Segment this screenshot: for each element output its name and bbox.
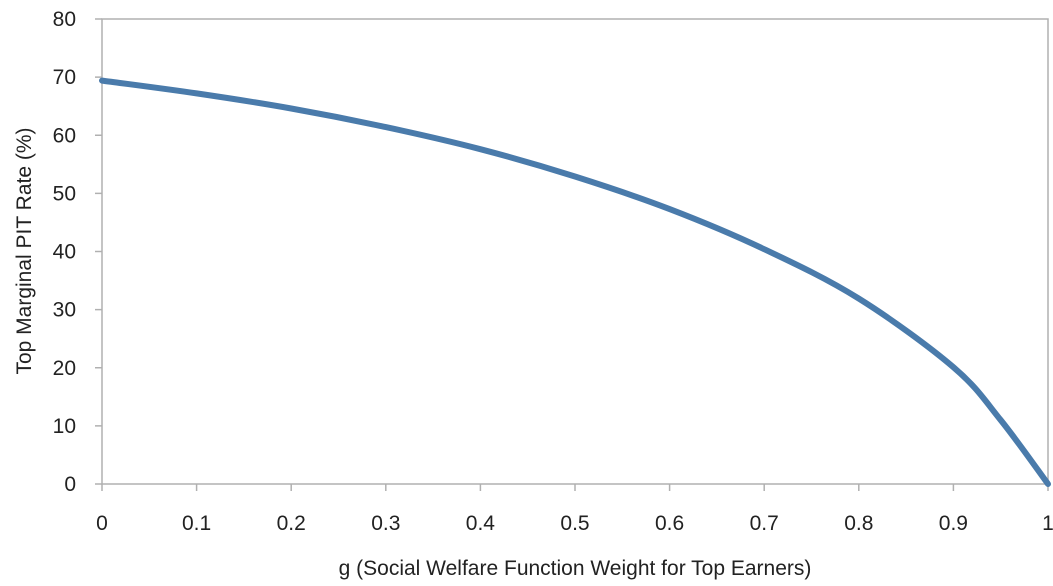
- x-tick-label: 0.6: [655, 512, 684, 535]
- x-tick-label: 0.9: [939, 512, 968, 535]
- x-tick-label: 0.5: [560, 512, 589, 535]
- y-tick-label: 80: [53, 8, 76, 31]
- y-axis: 0 10 20 30 40 50 60 70 80: [53, 8, 102, 496]
- series-layer: [99, 77, 1051, 487]
- y-tick-label: 50: [53, 182, 76, 205]
- x-tick-label: 0.3: [371, 512, 400, 535]
- x-tick-label: 0.4: [466, 512, 496, 535]
- y-tick-label: 20: [53, 357, 76, 380]
- plot-area-border: [101, 18, 1049, 485]
- x-tick-label: 0.1: [182, 512, 211, 535]
- x-tick-label: 1: [1042, 512, 1053, 535]
- y-tick-label: 10: [53, 415, 76, 438]
- x-tick-label: 0.8: [844, 512, 873, 535]
- y-axis-title: Top Marginal PIT Rate (%): [13, 127, 36, 374]
- x-axis-title: g (Social Welfare Function Weight for To…: [339, 557, 812, 580]
- x-tick-label: 0.2: [277, 512, 306, 535]
- x-axis: 0 0.1 0.2 0.3 0.4 0.5 0.6 0.7 0.8 0.9 1: [96, 484, 1053, 535]
- x-tick-label: 0.7: [750, 512, 779, 535]
- y-tick-label: 70: [53, 66, 76, 89]
- y-tick-label: 40: [53, 241, 76, 264]
- series-line-0: [99, 77, 1051, 487]
- plot-frame: [101, 18, 1049, 485]
- y-tick-label: 60: [53, 124, 76, 147]
- y-tick-label: 0: [64, 473, 76, 496]
- x-tick-label: 0: [96, 512, 108, 535]
- y-tick-label: 30: [53, 299, 76, 322]
